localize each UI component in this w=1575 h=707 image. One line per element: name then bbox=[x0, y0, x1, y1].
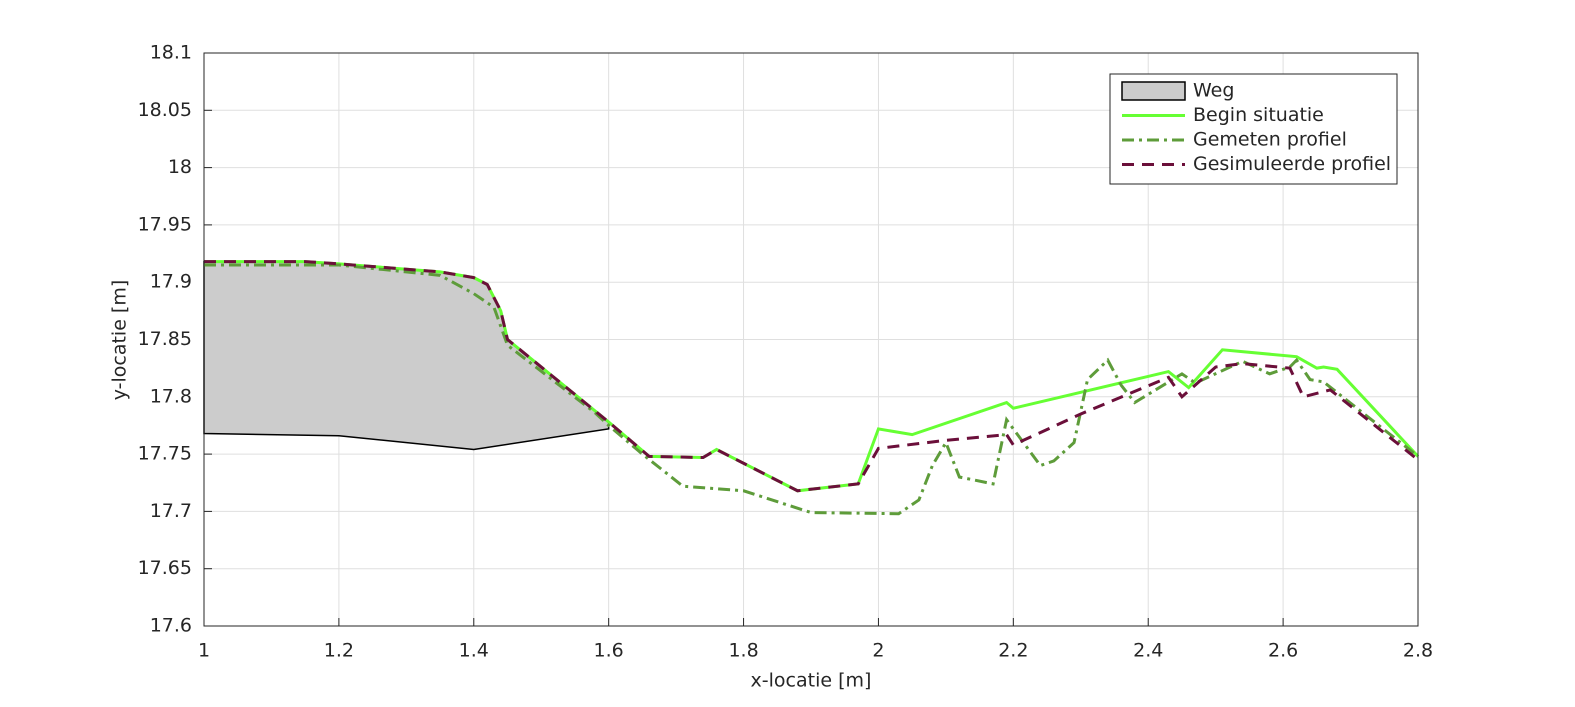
y-axis-label: y-locatie [m] bbox=[109, 280, 131, 401]
legend-label: Gesimuleerde profiel bbox=[1193, 153, 1391, 175]
y-tick-label: 18.1 bbox=[150, 42, 192, 64]
x-axis-label: x-locatie [m] bbox=[751, 670, 872, 692]
legend-label: Begin situatie bbox=[1193, 104, 1324, 126]
x-tick-label: 1 bbox=[198, 640, 210, 662]
axes-box bbox=[203, 52, 1419, 627]
x-tick-label: 1.8 bbox=[728, 640, 758, 662]
x-tick-label: 1.4 bbox=[459, 640, 489, 662]
y-tick-label: 17.9 bbox=[150, 271, 192, 293]
legend-swatch bbox=[1121, 81, 1186, 101]
x-tick-label: 2 bbox=[872, 640, 884, 662]
y-tick-label: 18 bbox=[168, 156, 192, 178]
legend-label: Weg bbox=[1193, 80, 1234, 102]
x-tick-label: 2.4 bbox=[1133, 640, 1163, 662]
x-tick-label: 2.2 bbox=[998, 640, 1028, 662]
y-tick-label: 18.05 bbox=[138, 99, 192, 121]
y-tick-label: 17.7 bbox=[150, 500, 192, 522]
x-tick-label: 2.8 bbox=[1403, 640, 1433, 662]
y-tick-label: 17.8 bbox=[150, 385, 192, 407]
x-tick-label: 1.6 bbox=[594, 640, 624, 662]
x-tick-label: 1.2 bbox=[324, 640, 354, 662]
line bbox=[204, 260, 1420, 493]
y-tick-label: 17.75 bbox=[138, 443, 192, 465]
x-tick-label: 2.6 bbox=[1268, 640, 1298, 662]
y-tick-label: 17.65 bbox=[138, 557, 192, 579]
line bbox=[204, 260, 1419, 493]
y-tick-label: 17.85 bbox=[138, 328, 192, 350]
legend-label: Gemeten profiel bbox=[1193, 129, 1347, 151]
y-tick-label: 17.95 bbox=[138, 213, 192, 235]
y-tick-label: 17.6 bbox=[150, 615, 192, 637]
